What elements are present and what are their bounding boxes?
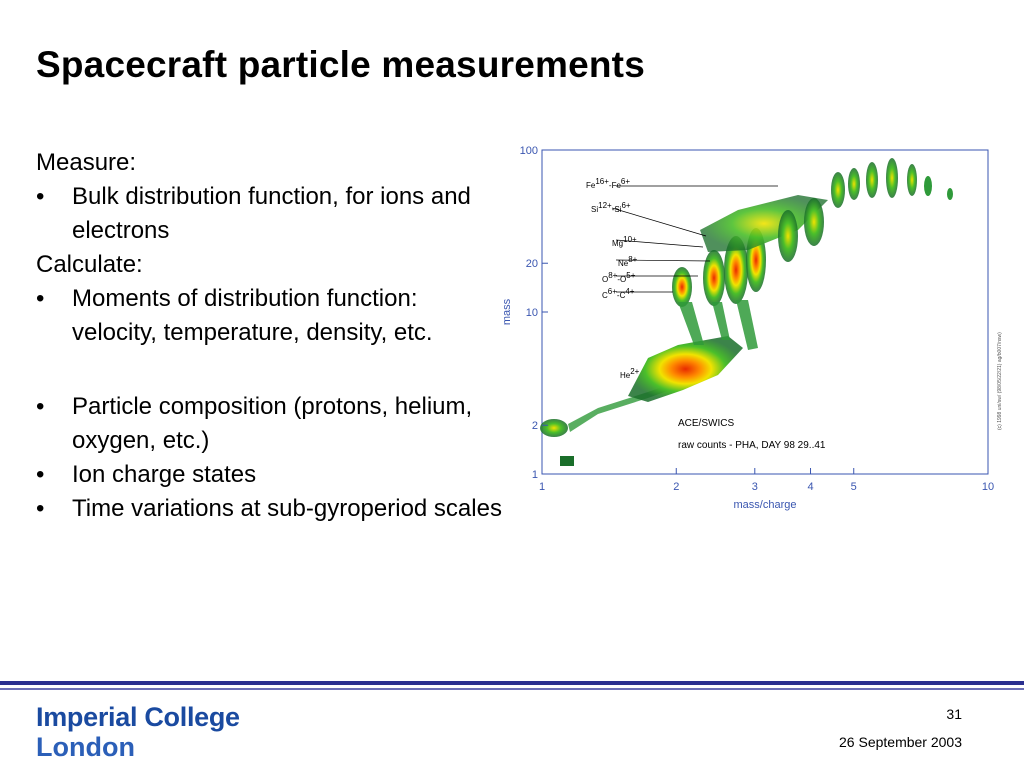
- x-tick-label-3: 3: [752, 481, 758, 493]
- bullet-bulk-distribution: Bulk distribution function, for ions and…: [36, 180, 506, 248]
- cluster-fe-7: [947, 188, 953, 200]
- cluster-fe-2: [848, 168, 860, 200]
- label-ne: Ne8+: [618, 255, 638, 268]
- y-tick-label-20: 20: [526, 258, 538, 270]
- ion-labels: Fe16+-Fe6+ Si12+-Si6+ Mg10+ Ne8+ O8+-O5+…: [586, 177, 640, 380]
- slide-title: Spacecraft particle measurements: [36, 44, 645, 85]
- y-tick-label-10: 10: [526, 307, 538, 319]
- cluster-h-low: [560, 456, 574, 466]
- y-tick-label-100: 100: [520, 145, 538, 157]
- footer-rule-primary: [0, 681, 1024, 685]
- body-line-calculate: Calculate:: [36, 251, 143, 278]
- logo-line-2: London: [36, 732, 135, 762]
- cluster-fe-5: [907, 164, 917, 196]
- cluster-ne-tail: [736, 300, 758, 350]
- axes: 1 2 3 4 5 10 1 2 10 20 100: [520, 145, 994, 493]
- y-tick-label-2: 2: [532, 420, 538, 432]
- leader-mg: [615, 239, 704, 248]
- slide-body: Measure: Bulk distribution function, for…: [36, 146, 506, 526]
- side-copyright-text: (c) 1998 uni/sw/ (98/05/22/21) ag/b007/n…: [997, 332, 1003, 430]
- label-fe: Fe16+-Fe6+: [586, 177, 630, 190]
- cluster-layer: [540, 158, 953, 466]
- cluster-si-band: [700, 195, 828, 252]
- page-number: 31: [946, 706, 962, 722]
- mass-charge-plot: Fe16+-Fe6+ Si12+-Si6+ Mg10+ Ne8+ O8+-O5+…: [498, 140, 1008, 512]
- label-o: O8+-O5+: [602, 271, 636, 284]
- logo-line-1: Imperial College: [36, 702, 240, 732]
- cluster-ne: [724, 236, 748, 304]
- plot-frame: [541, 149, 989, 475]
- x-tick-label-5: 5: [851, 481, 857, 493]
- annotation-instrument: ACE/SWICS: [678, 418, 734, 429]
- bullet-moments: Moments of distribution function: veloci…: [36, 282, 506, 350]
- cluster-si-1: [778, 210, 798, 262]
- cluster-si-2: [804, 198, 824, 246]
- x-tick-label-1: 1: [539, 481, 545, 493]
- x-tick-label-4: 4: [807, 481, 813, 493]
- cluster-c: [672, 267, 692, 307]
- footer-rule-secondary: [0, 688, 1024, 690]
- y-tick-label-1: 1: [532, 469, 538, 481]
- bullet-particle-composition: Particle composition (protons, helium, o…: [36, 390, 506, 458]
- cluster-fe-6: [924, 176, 932, 196]
- x-tick-label-2: 2: [673, 481, 679, 493]
- body-spacer: [36, 350, 506, 390]
- label-he: He2+: [620, 367, 640, 380]
- label-c: C6+-C4+: [602, 287, 635, 300]
- bullet-time-variations: Time variations at sub-gyroperiod scales: [36, 492, 506, 526]
- bullet-ion-charge-states: Ion charge states: [36, 458, 506, 492]
- imperial-college-logo: Imperial College London: [36, 702, 240, 762]
- cluster-c-tail: [678, 302, 704, 345]
- cluster-fe-4: [886, 158, 898, 198]
- slide-date: 26 September 2003: [839, 734, 962, 750]
- annotation-description: raw counts - PHA, DAY 98 29..41: [678, 440, 826, 451]
- y-axis-label: mass: [501, 298, 513, 325]
- x-tick-label-10: 10: [982, 481, 994, 493]
- plot-svg: Fe16+-Fe6+ Si12+-Si6+ Mg10+ Ne8+ O8+-O5+…: [501, 145, 1003, 511]
- body-line-measure: Measure:: [36, 149, 137, 176]
- x-axis-label: mass/charge: [734, 499, 797, 511]
- ion-leader-lines: [611, 185, 778, 293]
- cluster-h: [540, 419, 568, 437]
- leader-ne: [615, 259, 711, 262]
- label-mg: Mg10+: [612, 235, 637, 248]
- leader-si: [611, 207, 707, 237]
- cluster-fe-3: [866, 162, 878, 198]
- cluster-o: [703, 250, 725, 306]
- cluster-o-tail: [712, 302, 730, 340]
- label-si: Si12+-Si6+: [591, 201, 631, 214]
- cluster-fe-1: [831, 172, 845, 208]
- cluster-he: [628, 336, 743, 402]
